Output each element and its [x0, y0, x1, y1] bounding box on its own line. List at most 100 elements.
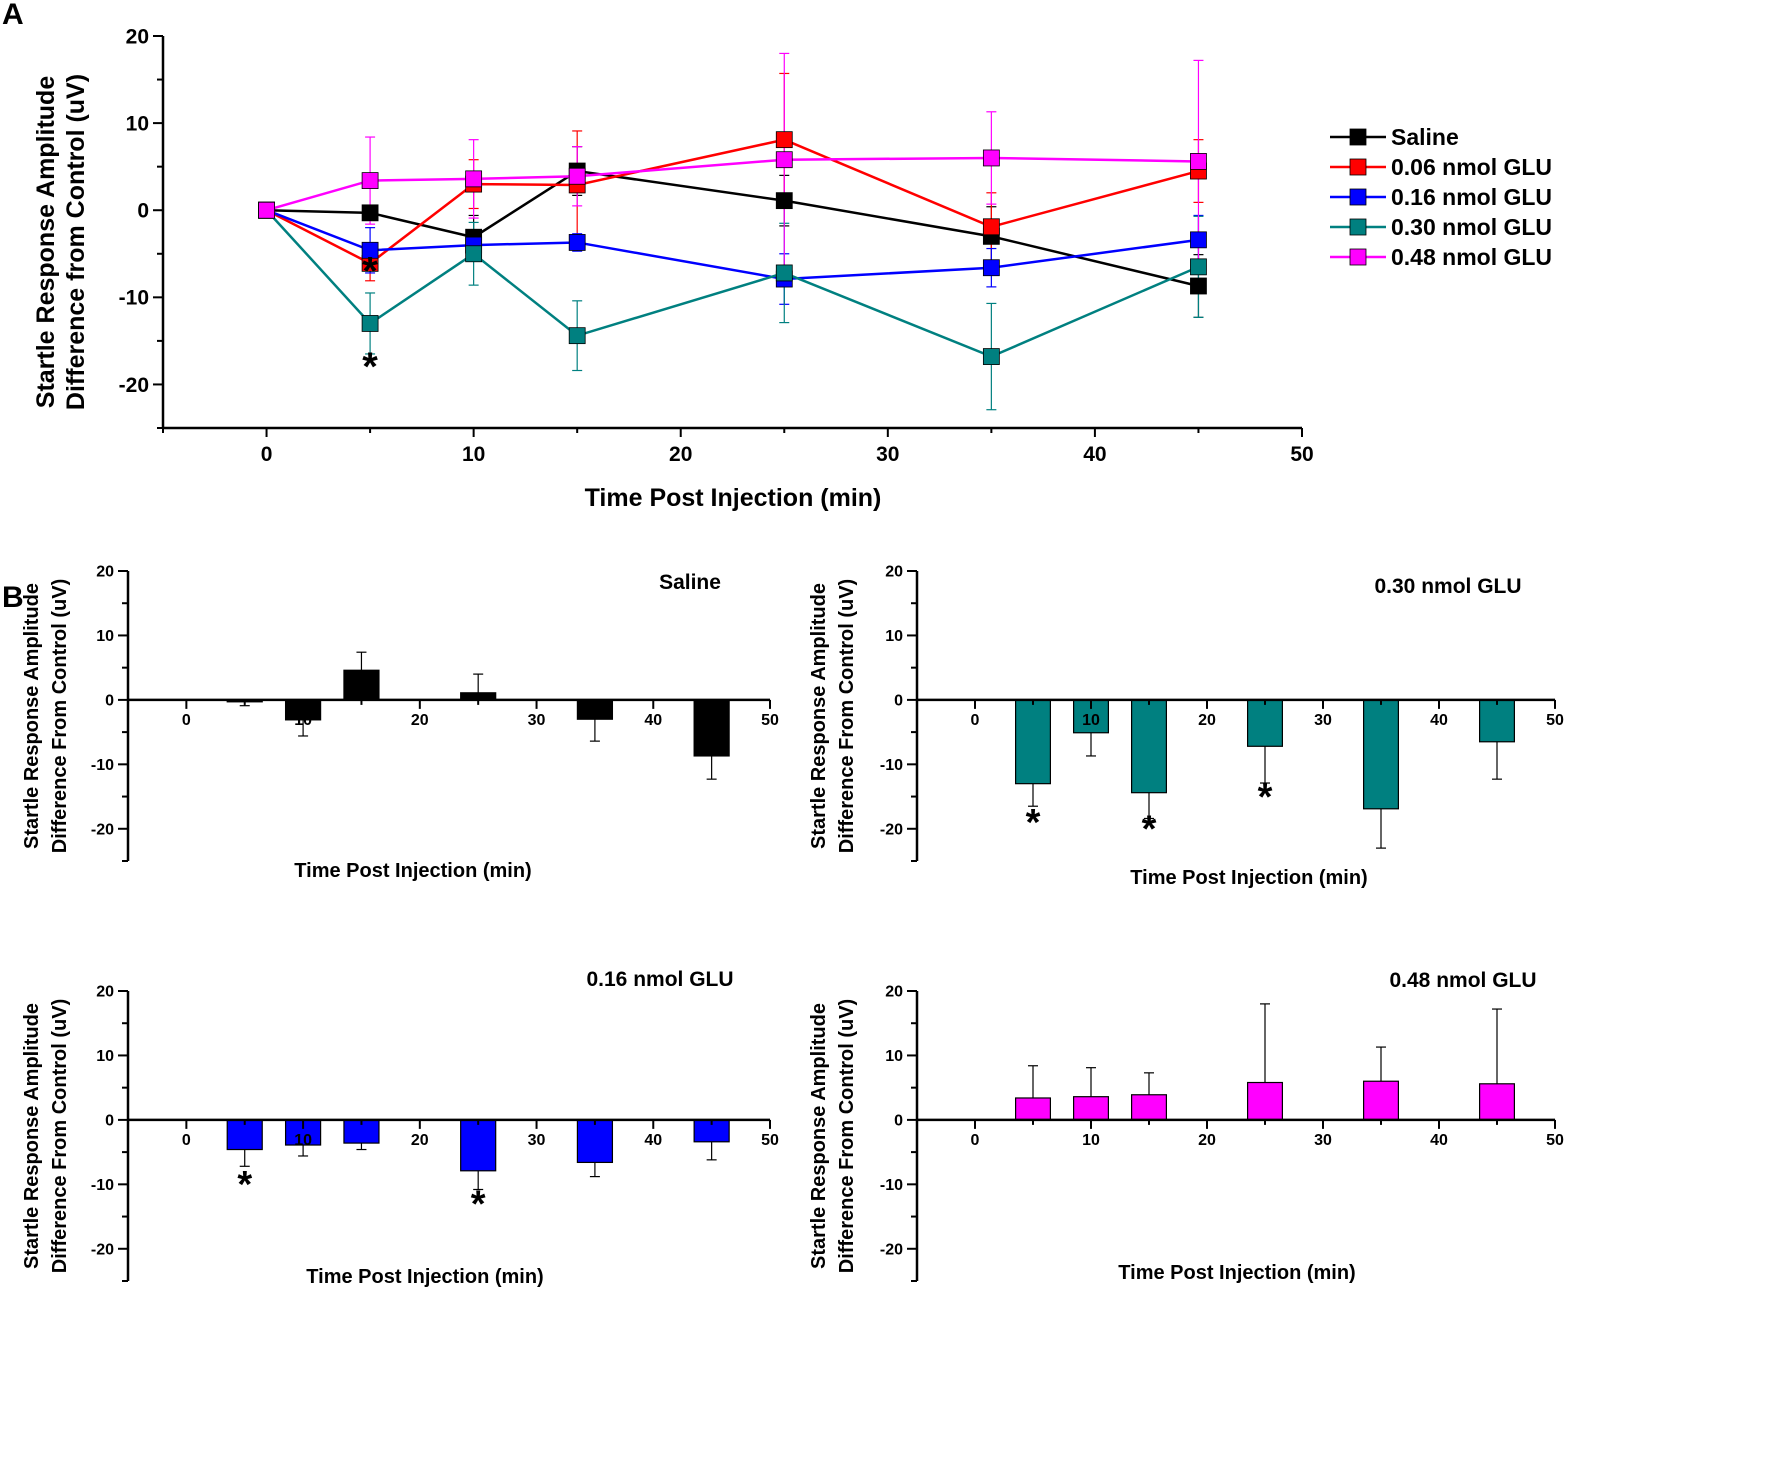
legend-label: 0.48 nmol GLU — [1391, 244, 1552, 270]
data-point-0-30-nmol-glu — [775, 264, 793, 282]
data-point-0-48-nmol-glu — [775, 151, 793, 169]
legend-label: 0.06 nmol GLU — [1391, 154, 1552, 180]
bar-0-16-nmol-glu — [576, 1119, 614, 1164]
legend-item-0-16-nmol-glu: 0.16 nmol GLU — [1330, 184, 1552, 210]
x-tick-label: 10 — [1082, 712, 1100, 729]
bar-chart-0-30-nmol-glu: -20 -10 0 10 20 0 10 20 30 40 50 Time Post Injectio… — [808, 564, 1564, 889]
x-tick-label: 30 — [1314, 1132, 1332, 1149]
x-tick-label: 20 — [411, 1132, 429, 1149]
y-tick-label: -10 — [91, 1177, 114, 1194]
legend-item-0-48-nmol-glu: 0.48 nmol GLU — [1330, 244, 1552, 270]
data-point-0-48-nmol-glu — [258, 201, 275, 219]
significance-star: * — [1258, 776, 1273, 818]
y-tick-label: 0 — [137, 200, 149, 223]
data-point-0-48-nmol-glu — [361, 172, 379, 190]
x-tick-label: 0 — [182, 712, 191, 729]
significance-star: * — [362, 249, 378, 293]
panel-title: Saline — [659, 571, 721, 594]
y-axis-title-line: Difference From Control (uV) — [49, 999, 71, 1273]
x-tick-label: 30 — [1314, 712, 1332, 729]
legend-marker — [1349, 248, 1367, 266]
bar-chart-saline: -20 -10 0 10 20 0 10 20 30 40 50 Time Post Injectio… — [21, 564, 779, 882]
x-tick-label: 10 — [1082, 1132, 1100, 1149]
y-tick-label: -20 — [880, 1241, 903, 1258]
x-tick-label: 20 — [669, 443, 692, 466]
bar-0-30-nmol-glu — [1246, 699, 1283, 747]
x-tick-label: 0 — [182, 1132, 191, 1149]
x-tick-label: 0 — [261, 443, 273, 466]
y-axis-title-line: Difference From Control (uV) — [49, 579, 71, 853]
panel-title: 0.30 nmol GLU — [1374, 575, 1521, 598]
y-tick-label: -10 — [91, 757, 114, 774]
x-tick-label: 10 — [462, 443, 485, 466]
legend-label: Saline — [1391, 124, 1459, 150]
panel-letter-b: B — [2, 581, 24, 614]
series-line-0-48-nmol-glu — [266, 156, 1199, 212]
bar-0-30-nmol-glu — [1362, 699, 1399, 810]
legend-item-saline: Saline — [1330, 124, 1459, 150]
x-tick-label: 10 — [294, 712, 312, 729]
significance-star: * — [237, 1164, 252, 1206]
data-point-saline — [775, 192, 793, 210]
x-tick-label: 30 — [528, 1132, 546, 1149]
bar-saline — [343, 669, 380, 701]
bar-chart-0-16-nmol-glu: -20 -10 0 10 20 0 10 20 30 40 50 Time Post Injectio… — [21, 968, 779, 1288]
legend-marker — [1349, 188, 1367, 206]
x-tick-label: 30 — [876, 443, 899, 466]
bar-0-30-nmol-glu — [1130, 699, 1167, 794]
x-axis-title: Time Post Injection (min) — [1130, 867, 1367, 889]
significance-star: * — [1026, 802, 1041, 844]
y-tick-label: -20 — [119, 374, 149, 397]
x-tick-label: 40 — [1083, 443, 1106, 466]
y-tick-label: -20 — [880, 821, 903, 838]
y-tick-label: 0 — [894, 1112, 903, 1129]
data-point-0-30-nmol-glu — [1190, 258, 1207, 276]
bar-0-48-nmol-glu — [1362, 1080, 1399, 1121]
bar-0-48-nmol-glu — [1014, 1097, 1051, 1121]
x-tick-label: 10 — [294, 1132, 312, 1149]
legend-marker — [1349, 158, 1367, 176]
legend-item-0-06-nmol-glu: 0.06 nmol GLU — [1330, 154, 1552, 180]
bar-0-48-nmol-glu — [1246, 1081, 1283, 1121]
y-tick-label: 10 — [126, 112, 149, 135]
x-tick-label: 50 — [761, 712, 779, 729]
y-axis-title-line: Difference from Control (uV) — [62, 74, 90, 410]
y-tick-label: 10 — [96, 1048, 114, 1065]
significance-star: * — [471, 1184, 486, 1226]
data-point-0-16-nmol-glu — [568, 234, 586, 251]
y-tick-label: 20 — [885, 984, 903, 1001]
data-point-0-48-nmol-glu — [568, 167, 586, 185]
data-point-0-06-nmol-glu — [982, 218, 1000, 236]
panel-title: 0.16 nmol GLU — [586, 968, 733, 991]
bar-0-30-nmol-glu — [1478, 699, 1515, 743]
x-tick-label: 0 — [971, 1132, 980, 1149]
x-tick-label: 20 — [1198, 1132, 1216, 1149]
y-axis-title-line: Startle Response Amplitude — [808, 583, 830, 849]
line-chart-panel-a: -20 -10 0 10 20 0 10 20 30 40 50 Time Post Injectio… — [32, 25, 1552, 512]
significance-star: * — [362, 345, 378, 389]
x-tick-label: 0 — [971, 712, 980, 729]
data-point-0-16-nmol-glu — [982, 259, 1000, 277]
data-point-saline — [1190, 277, 1207, 295]
y-tick-label: -10 — [880, 1177, 903, 1194]
y-tick-label: -10 — [880, 757, 903, 774]
legend-label: 0.16 nmol GLU — [1391, 184, 1552, 210]
x-axis-title: Time Post Injection (min) — [306, 1266, 543, 1288]
y-axis-title-line: Startle Response Amplitude — [32, 76, 60, 409]
y-axis-title-line: Startle Response Amplitude — [21, 583, 43, 849]
y-tick-label: 10 — [885, 1048, 903, 1065]
legend-label: 0.30 nmol GLU — [1391, 214, 1552, 240]
y-tick-label: 0 — [105, 1112, 114, 1129]
bar-0-30-nmol-glu — [1014, 699, 1051, 785]
data-point-0-30-nmol-glu — [982, 348, 1000, 365]
x-tick-label: 30 — [528, 712, 546, 729]
y-tick-label: 10 — [885, 628, 903, 645]
data-point-0-48-nmol-glu — [982, 149, 1000, 167]
panel-letter-a: A — [2, 0, 24, 31]
x-axis-title: Time Post Injection (min) — [294, 860, 531, 882]
bar-saline — [693, 699, 730, 757]
data-point-0-30-nmol-glu — [568, 327, 586, 345]
y-tick-label: 20 — [96, 564, 114, 581]
y-tick-label: 0 — [894, 692, 903, 709]
